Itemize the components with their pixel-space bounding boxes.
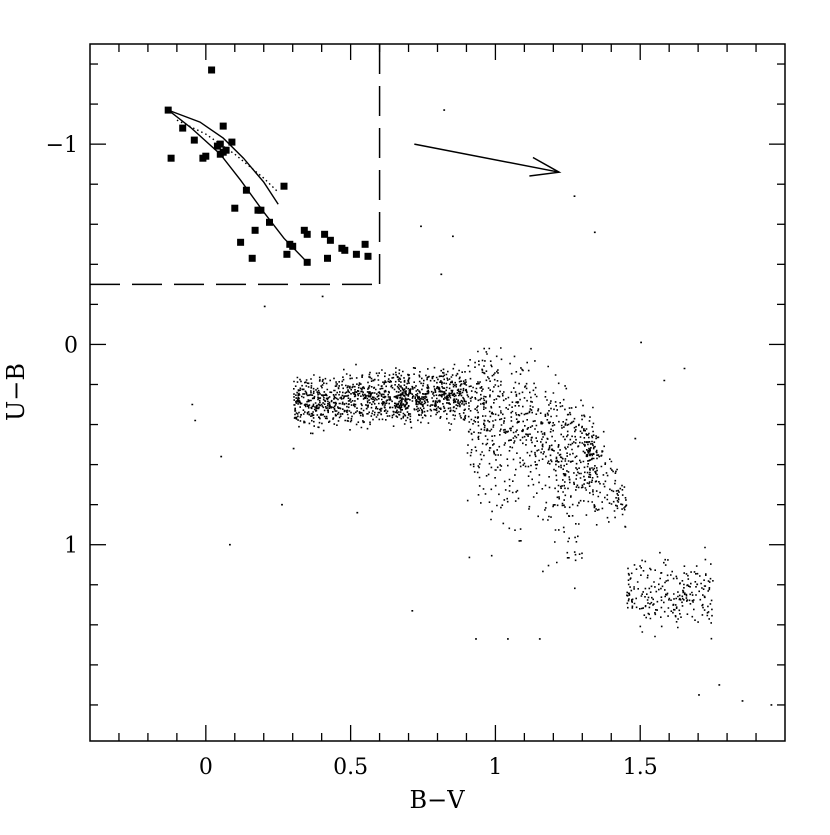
cluster-star-square [167, 154, 175, 162]
cluster-star-square [222, 146, 230, 154]
model-lines-layer [167, 109, 308, 263]
cluster-star-square [266, 218, 273, 226]
cluster-star-square [228, 138, 236, 146]
y-axis-label: U−B [2, 363, 30, 421]
model-line-2 [167, 109, 279, 205]
cluster-star-square [361, 240, 369, 248]
x-tick-label: 1 [488, 755, 502, 780]
cluster-star-square [257, 206, 265, 214]
cluster-star-square [280, 182, 288, 190]
cluster-star-square [208, 66, 216, 74]
y-tick-label: −1 [46, 133, 78, 158]
x-tick-label: 0.5 [333, 755, 368, 780]
cluster-star-square [248, 254, 256, 262]
y-tick-label: 1 [64, 534, 78, 559]
field-stars-layer [191, 109, 773, 706]
cluster-star-square [303, 230, 311, 238]
cluster-star-square [341, 246, 349, 254]
cluster-star-square [283, 250, 291, 258]
cluster-star-square [190, 136, 198, 144]
reddening-arrow-shaft [414, 143, 560, 173]
cluster-star-square [219, 122, 227, 130]
cluster-star-square [321, 230, 329, 238]
cluster-star-square [364, 252, 372, 260]
cluster-star-square [202, 152, 210, 160]
cluster-star-square [179, 124, 187, 132]
cluster-star-square [164, 106, 172, 114]
y-tick-label: 0 [64, 333, 78, 358]
reddening-arrow-head [529, 156, 562, 177]
square-markers-layer [164, 66, 372, 266]
cluster-star-square [216, 140, 224, 148]
field-star-dots [191, 109, 773, 706]
cluster-star-square [303, 258, 311, 266]
cluster-star-square [237, 238, 245, 246]
dashed-selection-box [90, 44, 381, 286]
cluster-star-square [352, 250, 360, 258]
cluster-star-square [251, 226, 259, 234]
cluster-star-square [289, 242, 297, 250]
cluster-star-square [242, 186, 250, 194]
cluster-star-square [231, 204, 239, 212]
x-tick-label: 0 [199, 755, 213, 780]
x-axis-label: B−V [409, 786, 465, 814]
plot-frame [89, 43, 786, 742]
model-line-1 [167, 109, 308, 263]
reddening-arrow [414, 143, 562, 177]
cluster-star-square [326, 236, 334, 244]
axis-ticks: 0 0.5 1 1.5 −1 0 1 [46, 44, 785, 780]
x-tick-label: 1.5 [623, 755, 658, 780]
cluster-star-square [324, 254, 331, 262]
cluster-star-square [300, 226, 308, 234]
